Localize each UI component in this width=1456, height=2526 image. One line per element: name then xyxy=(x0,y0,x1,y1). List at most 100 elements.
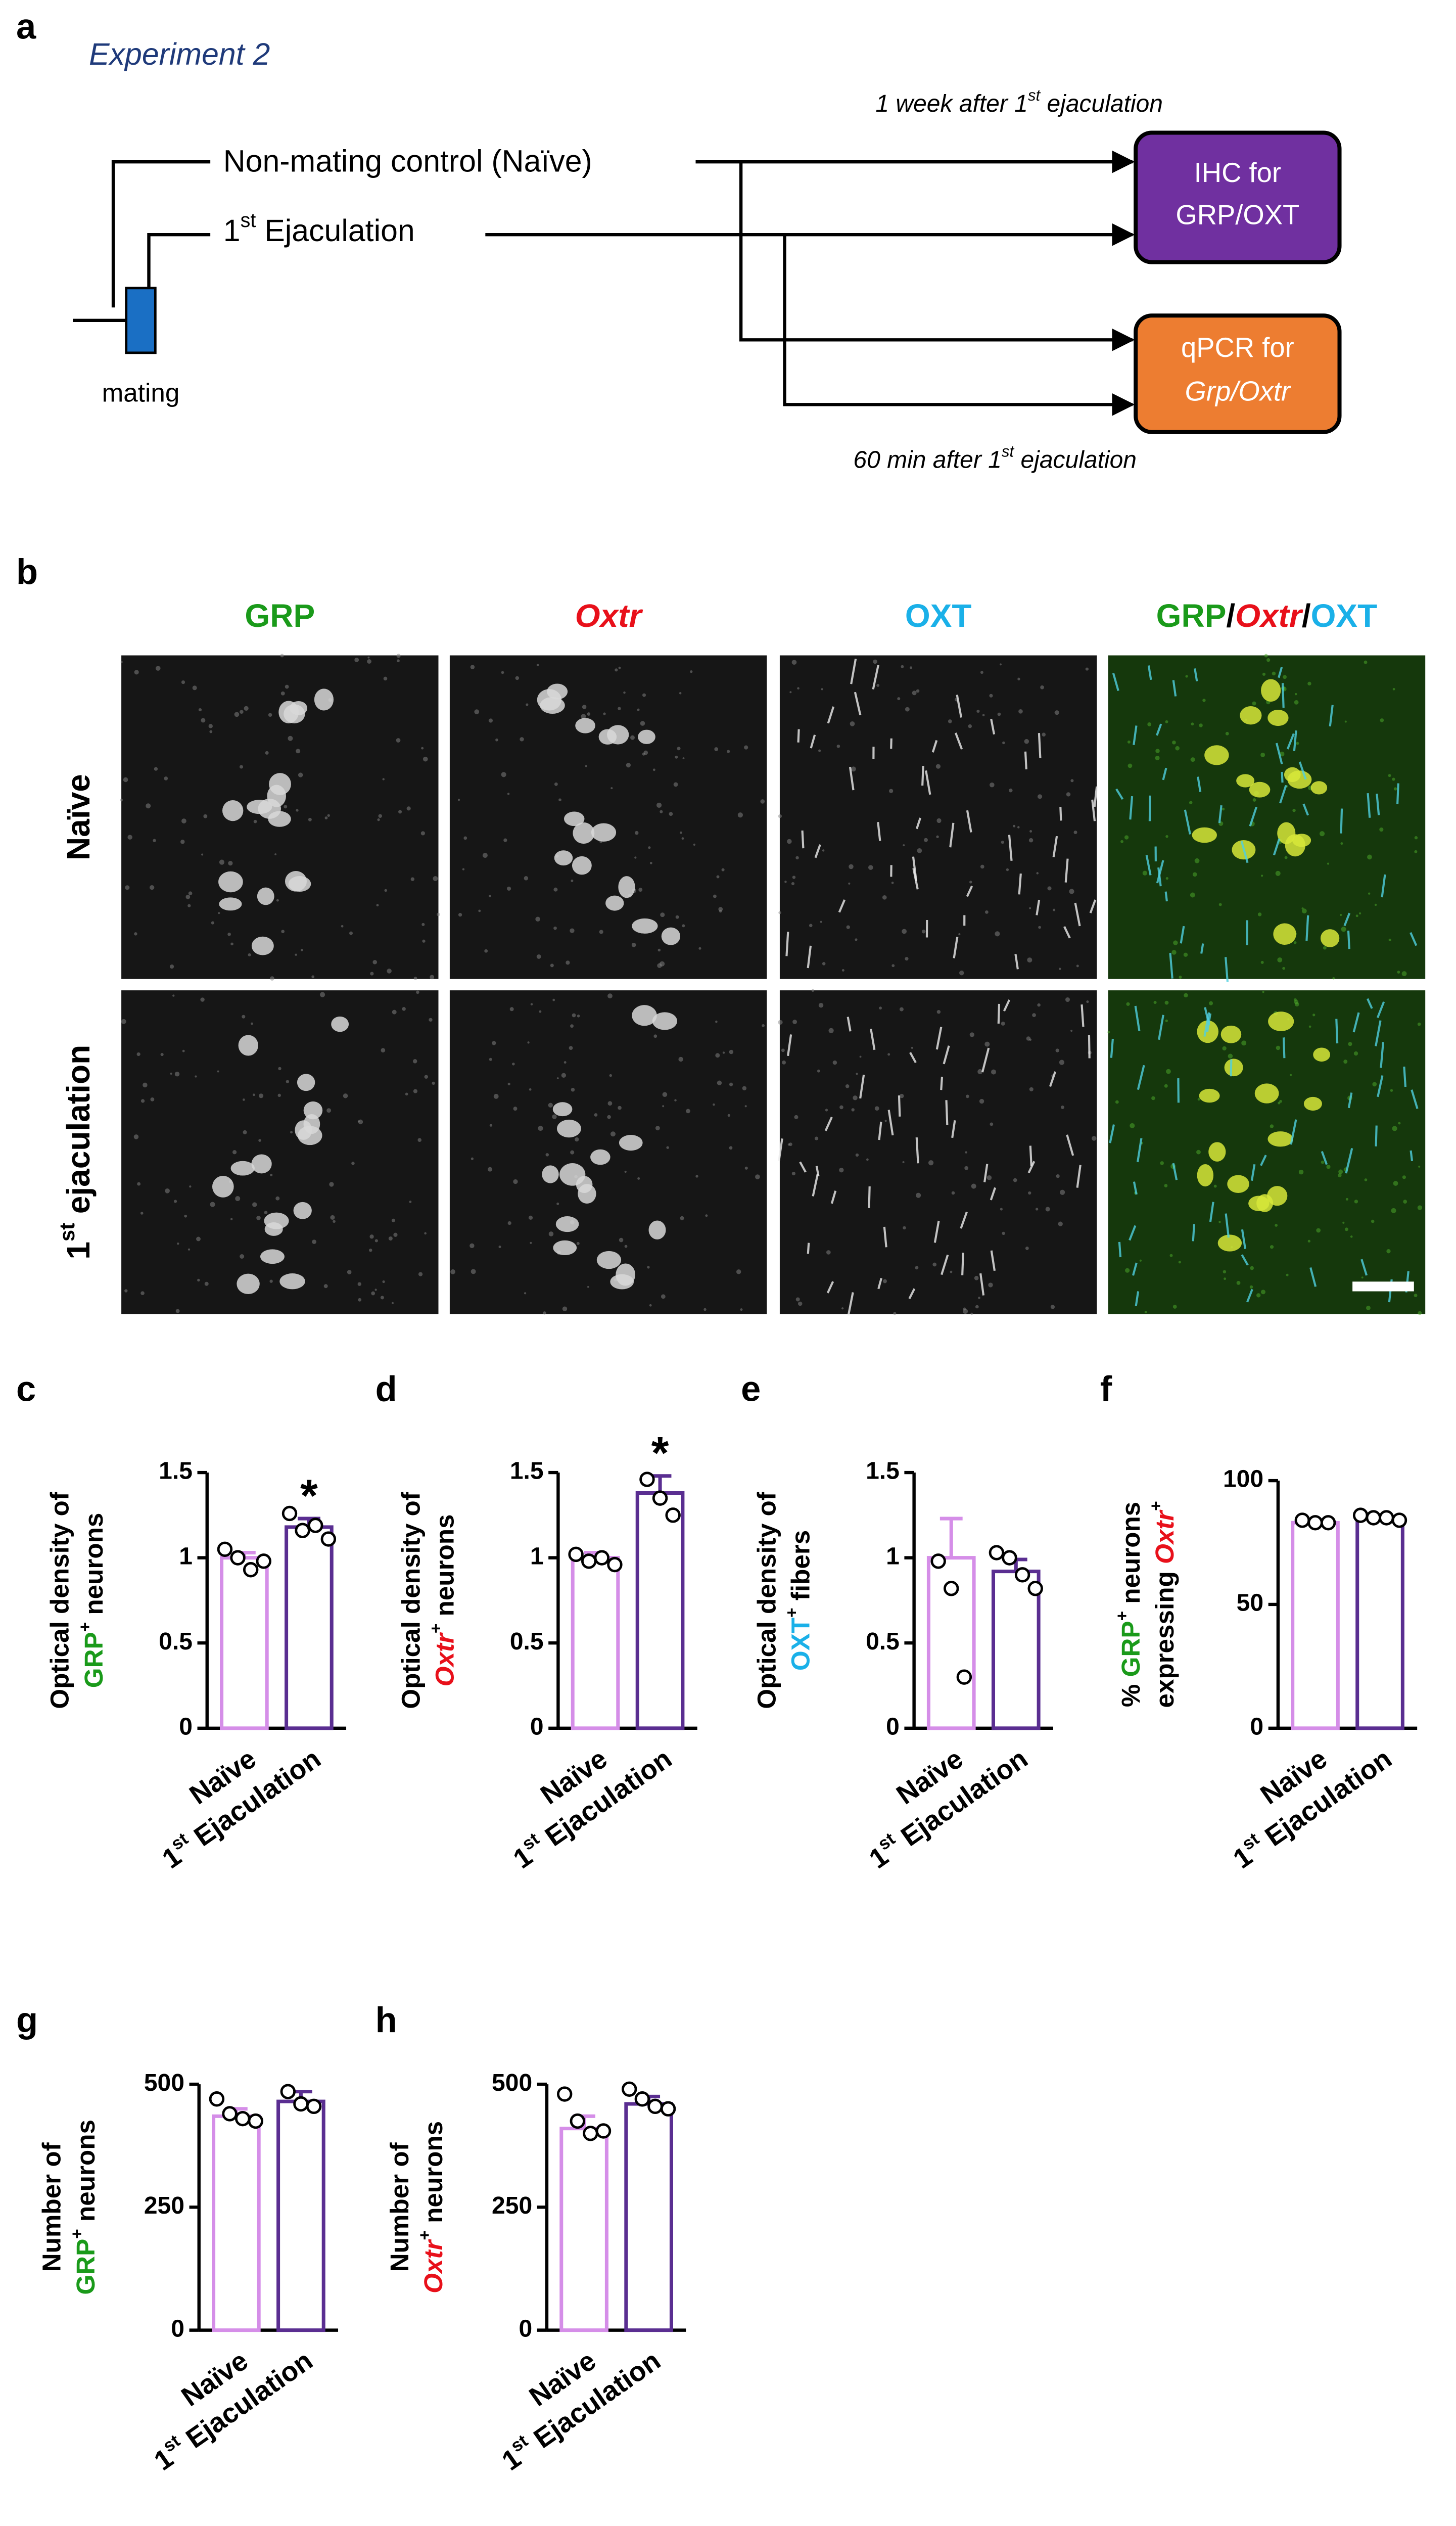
cell xyxy=(251,936,274,955)
cell xyxy=(1240,706,1262,725)
speckle xyxy=(637,1177,640,1180)
speckle xyxy=(859,1055,862,1058)
speckle xyxy=(853,1095,858,1100)
panel-label: f xyxy=(1100,1369,1112,1409)
speckle xyxy=(713,1103,715,1106)
speckle xyxy=(524,1292,527,1295)
fiber xyxy=(915,1137,919,1164)
cell xyxy=(1204,745,1229,765)
speckle xyxy=(417,1138,422,1142)
speckle xyxy=(729,1082,733,1086)
data-point xyxy=(634,2091,650,2107)
speckle xyxy=(174,1200,177,1203)
speckle xyxy=(1236,1280,1241,1285)
speckle xyxy=(1092,1136,1097,1141)
speckle xyxy=(576,1242,580,1245)
speckle xyxy=(1283,675,1287,679)
y-tick-label: 1 xyxy=(530,1543,544,1570)
speckle xyxy=(630,735,635,740)
fiber xyxy=(1250,1164,1256,1181)
speckle xyxy=(136,1052,140,1057)
speckle xyxy=(649,1304,652,1307)
mating-box xyxy=(125,287,157,354)
speckle xyxy=(1374,903,1377,906)
fiber xyxy=(1112,673,1119,691)
data-point xyxy=(243,1562,259,1578)
fiber xyxy=(1275,743,1283,764)
speckle xyxy=(936,818,942,823)
fiber xyxy=(1246,1289,1253,1303)
speckle xyxy=(418,1272,423,1276)
speckle xyxy=(556,1202,559,1205)
speckle xyxy=(248,953,251,956)
speckle xyxy=(1059,1060,1065,1065)
speckle xyxy=(140,1099,145,1103)
speckle xyxy=(714,747,719,751)
speckle xyxy=(977,1069,983,1074)
cell xyxy=(297,1074,315,1091)
speckle xyxy=(1197,1097,1200,1101)
speckle xyxy=(675,915,679,919)
speckle xyxy=(1056,1174,1060,1178)
speckle xyxy=(298,772,303,777)
speckle xyxy=(253,819,257,823)
speckle xyxy=(1000,663,1002,666)
speckle xyxy=(1312,1014,1316,1017)
fiber xyxy=(1249,806,1258,827)
speckle xyxy=(349,931,353,935)
speckle xyxy=(164,776,168,780)
speckle xyxy=(662,1105,665,1108)
speckle xyxy=(571,879,574,882)
speckle xyxy=(482,853,488,858)
fiber xyxy=(1018,873,1022,895)
speckle xyxy=(901,665,904,668)
fiber xyxy=(983,1164,989,1182)
speckle xyxy=(402,1007,406,1011)
fiber xyxy=(1027,1161,1036,1174)
speckle xyxy=(1323,946,1327,950)
data-point xyxy=(256,1553,271,1569)
speckle xyxy=(143,1082,148,1088)
speckle xyxy=(1001,841,1004,844)
cell xyxy=(575,718,595,733)
fiber xyxy=(931,740,938,753)
data-point xyxy=(1366,1510,1381,1526)
speckle xyxy=(189,1185,192,1188)
speckle xyxy=(851,1108,855,1112)
fiber xyxy=(1380,1042,1384,1068)
speckle xyxy=(1392,1126,1397,1131)
speckle xyxy=(729,1146,733,1150)
fiber xyxy=(1134,1005,1141,1031)
speckle xyxy=(1115,1100,1119,1104)
speckle xyxy=(1070,779,1074,783)
panel-label: g xyxy=(16,2000,38,2040)
fiber xyxy=(953,937,959,958)
speckle xyxy=(545,1153,549,1157)
speckle xyxy=(1257,912,1262,916)
speckle xyxy=(391,1302,394,1304)
fiber xyxy=(1302,803,1309,816)
speckle xyxy=(528,1215,533,1220)
speckle xyxy=(552,998,555,1001)
speckle xyxy=(648,846,651,849)
text-segment: Oxtr xyxy=(575,598,643,634)
cell xyxy=(632,918,658,934)
speckle xyxy=(387,969,392,974)
speckle xyxy=(787,839,792,844)
speckle xyxy=(530,1003,533,1005)
y-tick-label: 0 xyxy=(530,1714,544,1740)
fiber xyxy=(1240,841,1249,863)
speckle xyxy=(822,962,826,966)
speckle xyxy=(470,665,475,669)
speckle xyxy=(1289,1074,1292,1076)
speckle xyxy=(430,975,435,980)
speckle xyxy=(848,882,851,885)
speckle xyxy=(1272,671,1276,676)
speckle xyxy=(329,1182,334,1187)
speckle xyxy=(529,1088,532,1091)
speckle xyxy=(921,930,926,934)
cell xyxy=(1261,679,1281,702)
text-segment: neurons xyxy=(71,2120,100,2229)
speckle xyxy=(822,849,825,852)
speckle xyxy=(530,1242,532,1244)
